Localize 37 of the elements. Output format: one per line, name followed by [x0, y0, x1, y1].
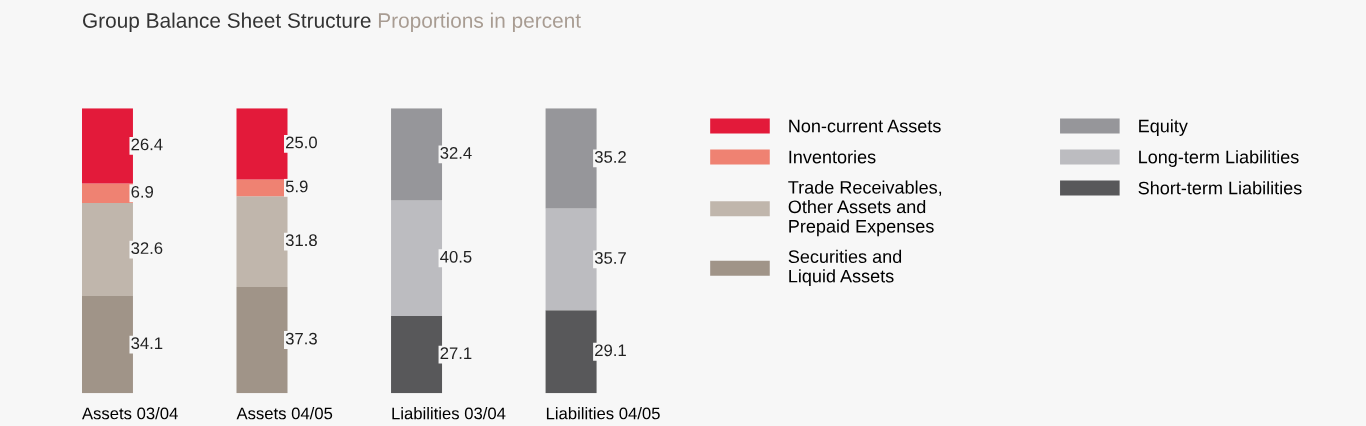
- data-label: 35.2: [594, 151, 626, 163]
- data-label: 5.9: [285, 180, 308, 193]
- data-label: 32.4: [440, 147, 472, 159]
- chart-subtitle: Proportions in percent: [378, 12, 581, 33]
- bar: [236, 108, 288, 180]
- bar: [81, 108, 133, 184]
- data-label: 40.5: [440, 250, 472, 263]
- x-tick-label: Assets 04/05: [236, 407, 333, 420]
- legend-label: Non-current Assets: [789, 119, 941, 133]
- bar: [81, 203, 133, 297]
- bar: [545, 208, 597, 311]
- data-label: 35.7: [594, 252, 626, 264]
- data-label: 25.0: [286, 136, 317, 149]
- x-tick-label: Assets 03/04: [81, 407, 178, 420]
- data-label: 31.8: [285, 234, 317, 247]
- data-label: 32.6: [131, 242, 163, 255]
- legend-label: Inventories: [789, 150, 876, 164]
- chart-title: Group Balance Sheet Structure: [83, 12, 371, 33]
- bar: [81, 183, 133, 204]
- x-tick-label: Liabilities 04/05: [546, 407, 660, 420]
- data-label: 29.1: [595, 344, 626, 357]
- legend-label: Equity: [1139, 119, 1188, 136]
- bar: [545, 108, 597, 209]
- data-label: 6.9: [131, 185, 154, 198]
- legend-label: Securities and Liquid Assets: [788, 249, 902, 287]
- bar: [236, 286, 288, 394]
- data-label: 26.4: [131, 138, 163, 151]
- legend-label: Long-term Liabilities: [1139, 150, 1299, 167]
- bar: [545, 310, 597, 394]
- bar: [81, 296, 133, 394]
- x-tick-label: Liabilities 03/04: [392, 407, 506, 420]
- data-label: 27.1: [440, 347, 472, 359]
- legend-label: Trade Receivables, Other Assets and Prepaid Expenses: [788, 180, 942, 237]
- data-label: 37.3: [285, 332, 317, 345]
- legend-label: Short-term Liabilities: [1138, 181, 1302, 195]
- data-label: 34.1: [131, 337, 163, 350]
- bar: [236, 196, 288, 287]
